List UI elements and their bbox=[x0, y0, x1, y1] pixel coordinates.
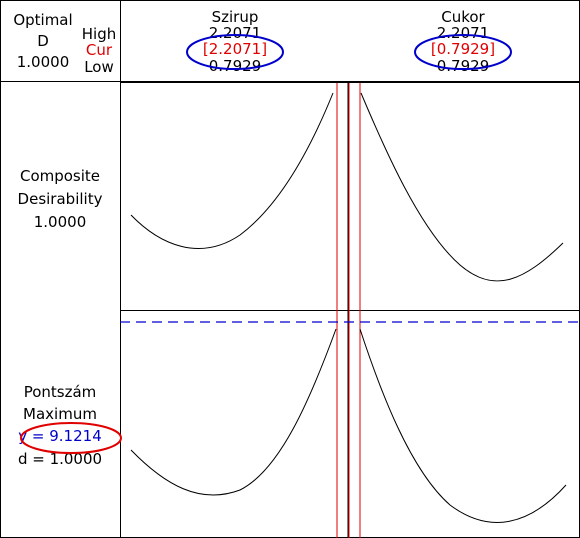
response-name: Pontszám bbox=[23, 383, 97, 401]
high-label: High bbox=[81, 25, 117, 43]
highlight-cur-cukor bbox=[414, 34, 512, 70]
composite-value: 1.0000 bbox=[33, 213, 87, 231]
composite-line2: Desirability bbox=[17, 190, 103, 208]
composite-curve-szirup bbox=[130, 92, 334, 249]
factor-high-cukor: 2.2071 bbox=[436, 24, 490, 42]
cur-label: Cur bbox=[85, 41, 113, 59]
factor-high-szirup: 2.2071 bbox=[208, 24, 262, 42]
d-value: 1.0000 bbox=[16, 53, 70, 71]
optimal-label: Optimal bbox=[13, 11, 73, 29]
response-d-value: d = 1.0000 bbox=[17, 450, 103, 468]
response-curve-cukor bbox=[359, 328, 567, 523]
highlight-y-value bbox=[20, 422, 122, 454]
response-curve-szirup bbox=[130, 328, 337, 496]
factor-name-szirup: Szirup bbox=[211, 8, 259, 26]
header-cell: Optimal D 1.0000 High Cur Low bbox=[0, 0, 121, 82]
factor-name-cukor: Cukor bbox=[441, 8, 485, 26]
response-goal: Maximum bbox=[23, 405, 97, 423]
composite-line1: Composite bbox=[19, 167, 101, 185]
response-y-value: y = 9.1214 bbox=[18, 427, 102, 445]
composite-curve-cukor bbox=[360, 92, 564, 282]
highlight-cur-szirup bbox=[186, 34, 284, 70]
factor-cur-szirup: [2.2071] bbox=[202, 40, 268, 58]
d-label: D bbox=[37, 32, 49, 50]
factor-low-szirup: 0.7929 bbox=[208, 57, 262, 75]
factor-cur-cukor: [0.7929] bbox=[430, 40, 496, 58]
factor-low-cukor: 0.7929 bbox=[436, 57, 490, 75]
low-label: Low bbox=[84, 58, 114, 76]
